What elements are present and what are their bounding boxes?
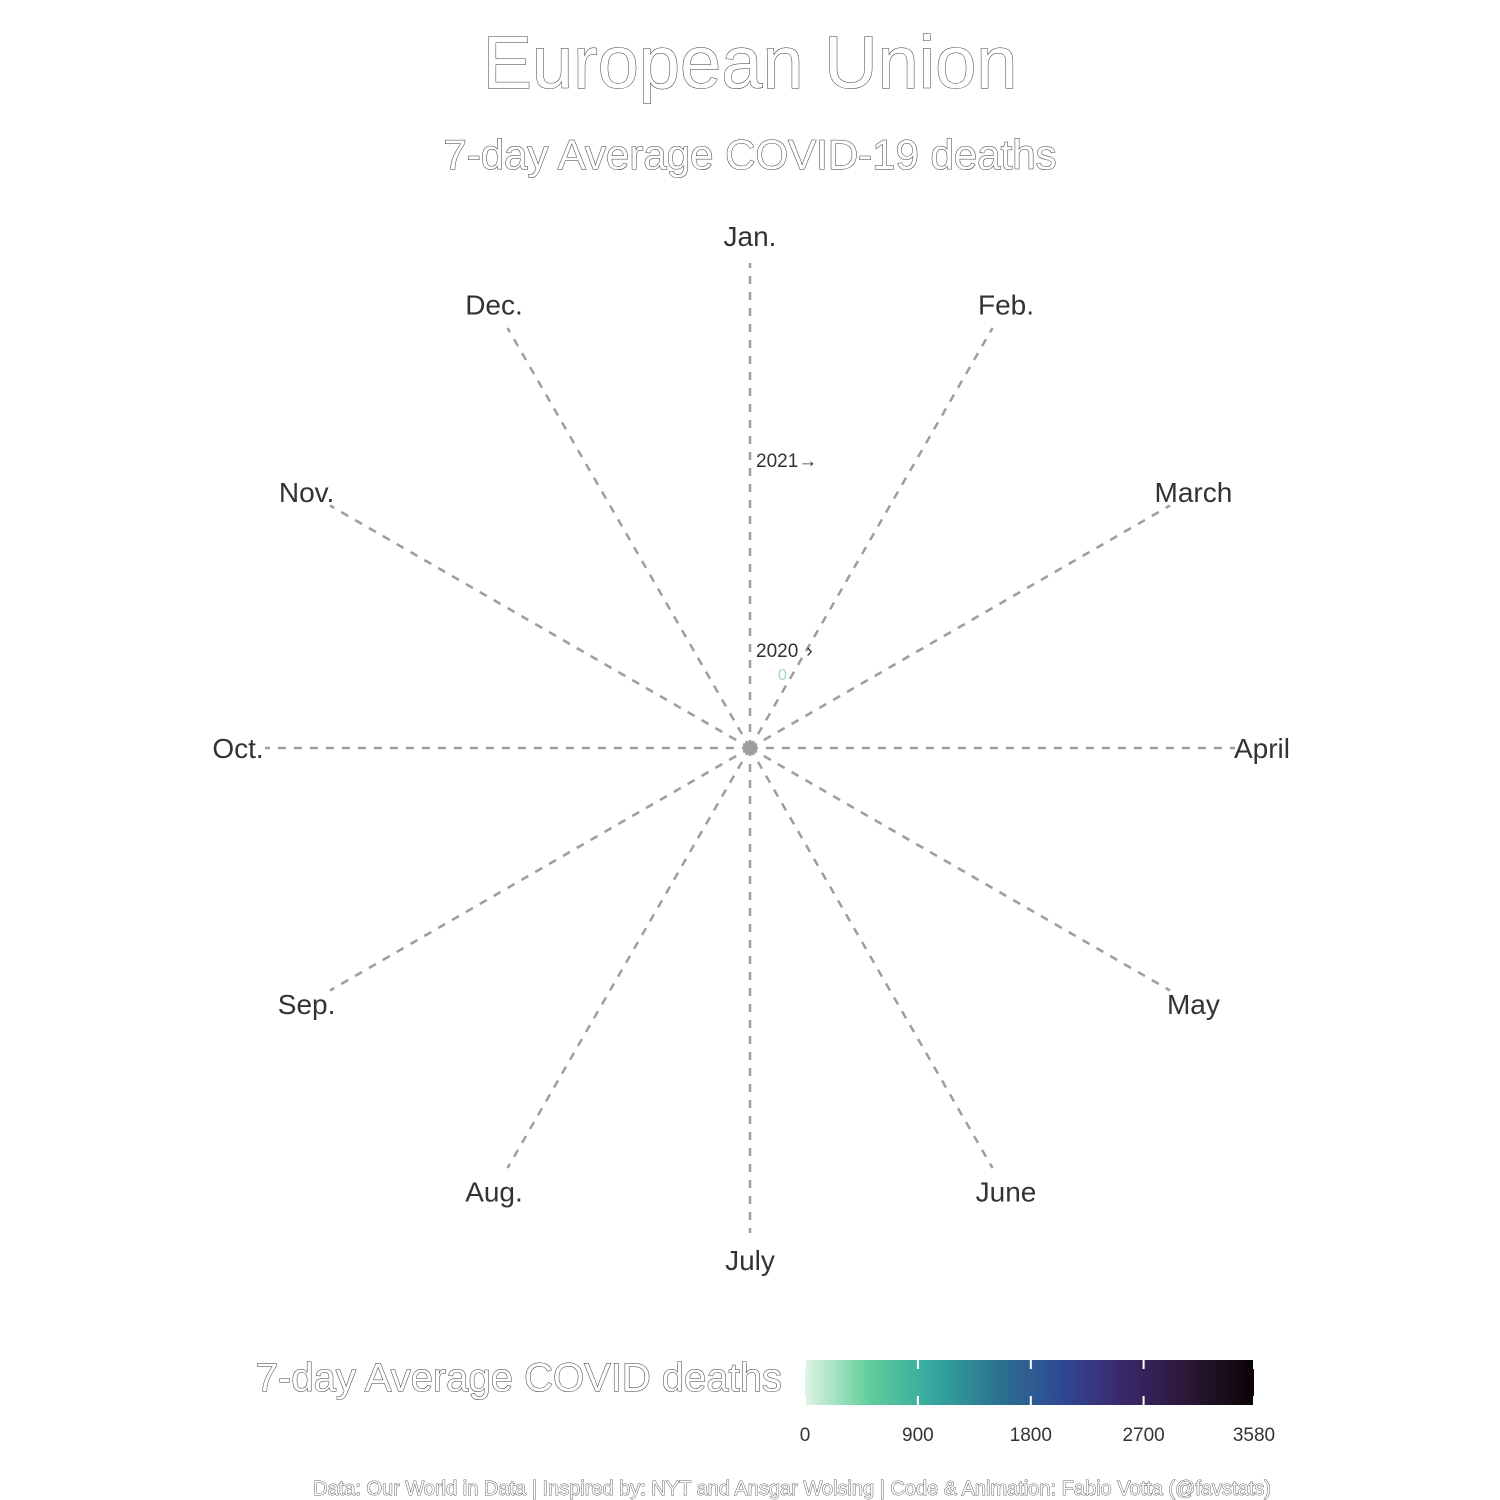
spoke-12 [506, 327, 752, 749]
month-label-5: May [1167, 989, 1220, 1020]
spoke-2 [748, 327, 994, 749]
year-labels: 2020 › 2021→ [756, 451, 817, 662]
month-label-6: June [976, 1176, 1037, 1207]
spoke-8 [506, 747, 752, 1169]
month-label-3: March [1155, 477, 1233, 508]
month-spokes [265, 263, 1235, 1233]
legend-title: 7-day Average COVID deaths [256, 1356, 782, 1400]
month-label-8: Aug. [465, 1176, 523, 1207]
data-marks: 0 [743, 667, 787, 755]
spoke-11 [329, 504, 751, 750]
year-label-2021: 2021→ [756, 451, 817, 472]
legend-color-bar [805, 1360, 1254, 1405]
month-label-4: April [1234, 733, 1290, 764]
chart-title: European Union [483, 21, 1018, 104]
legend-ticks: 0 900 1800 2700 3580 [800, 1360, 1275, 1446]
month-label-12: Dec. [465, 290, 523, 321]
data-point-0 [743, 741, 757, 755]
legend-tick-label-0: 0 [800, 1425, 811, 1446]
month-label-2: Feb. [978, 290, 1034, 321]
legend-tick-label-4: 3580 [1233, 1425, 1275, 1446]
month-label-7: July [725, 1245, 775, 1276]
spoke-5 [749, 746, 1171, 992]
spoke-3 [749, 504, 1171, 750]
legend-tick-label-1: 900 [902, 1425, 934, 1446]
year-label-2020: 2020 › [756, 641, 813, 662]
month-label-9: Sep. [278, 989, 336, 1020]
value-label: 0 [778, 667, 787, 684]
spoke-6 [748, 747, 994, 1169]
month-labels: Jan. Feb. March April May June July Aug. Sep. Oct… [212, 221, 1290, 1276]
legend-tick-label-2: 1800 [1010, 1425, 1052, 1446]
chart-subtitle: 7-day Average COVID-19 deaths [443, 131, 1056, 178]
caption: Data: Our World in Data | Inspired by: N… [313, 1478, 1271, 1500]
month-label-10: Oct. [212, 733, 263, 764]
month-label-11: Nov. [279, 477, 335, 508]
spoke-9 [329, 746, 751, 992]
legend-tick-label-3: 2700 [1122, 1425, 1164, 1446]
month-label-1: Jan. [724, 221, 777, 252]
